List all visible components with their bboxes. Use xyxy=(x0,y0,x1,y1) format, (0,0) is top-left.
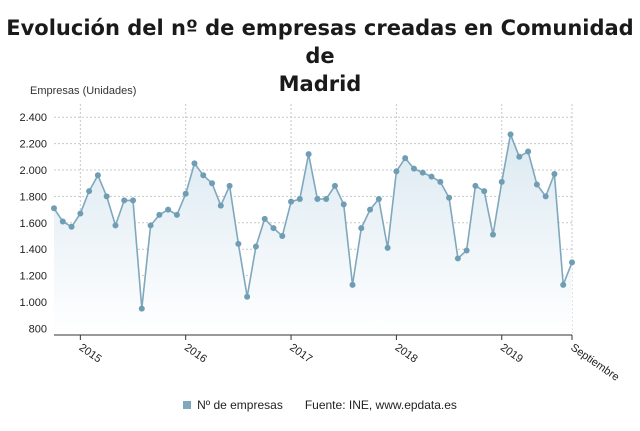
data-point xyxy=(498,178,505,185)
data-point xyxy=(393,168,400,175)
data-point xyxy=(314,196,321,203)
data-point xyxy=(367,206,374,213)
y-axis-ticks: 800 1.000 1.200 1.400 1.600 1.800 2.000 2.200 2.… xyxy=(19,112,47,335)
x-tick-label: 2018 xyxy=(393,342,420,366)
x-tick-label: 2016 xyxy=(182,342,209,366)
data-point xyxy=(446,194,453,201)
chart-title: Evolución del nº de empresas creadas en … xyxy=(0,14,640,98)
data-point xyxy=(384,244,391,251)
data-point xyxy=(375,196,382,203)
data-point xyxy=(147,222,154,229)
data-point xyxy=(279,233,286,239)
data-point xyxy=(138,305,145,312)
data-point xyxy=(51,205,57,212)
data-point xyxy=(68,223,75,230)
series-points xyxy=(51,131,575,312)
data-point xyxy=(165,206,172,213)
data-point xyxy=(516,153,523,160)
data-point xyxy=(542,193,549,200)
y-tick-label: 1.600 xyxy=(19,218,47,230)
data-point xyxy=(288,198,295,205)
data-point xyxy=(226,182,233,189)
data-point xyxy=(296,196,303,203)
y-axis-label: Empresas (Unidades) xyxy=(30,85,136,97)
data-point xyxy=(191,160,198,167)
data-point xyxy=(560,281,567,288)
chart-title-line-1: Evolución del nº de empresas creadas en … xyxy=(6,16,634,68)
data-point xyxy=(305,151,312,158)
data-point xyxy=(410,165,417,172)
data-point xyxy=(340,201,347,208)
series-line xyxy=(53,131,573,309)
data-point xyxy=(200,172,207,179)
x-tick-label: 2015 xyxy=(77,342,104,366)
data-point xyxy=(533,181,540,188)
data-point xyxy=(121,197,128,204)
data-point xyxy=(481,188,488,195)
source-text: Fuente: INE, www.epdata.es xyxy=(304,398,457,412)
data-point xyxy=(130,197,137,204)
data-point xyxy=(472,182,479,189)
data-point xyxy=(103,193,110,200)
y-tick-label: 1.000 xyxy=(19,297,47,309)
y-tick-label: 2.200 xyxy=(19,139,47,151)
data-point xyxy=(252,243,259,250)
data-point xyxy=(358,225,365,232)
data-point xyxy=(454,255,461,262)
legend-label: Nº de empresas xyxy=(197,398,283,412)
legend: Nº de empresas Fuente: INE, www.epdata.es xyxy=(0,398,640,412)
data-point xyxy=(507,131,514,138)
data-point xyxy=(323,196,330,203)
data-point xyxy=(349,281,356,288)
data-point xyxy=(402,155,409,162)
data-point xyxy=(209,180,216,187)
y-tick-label: 2.000 xyxy=(19,165,47,177)
chart-title-line-2: Madrid xyxy=(278,72,362,96)
data-point xyxy=(428,173,435,180)
y-tick-label: 800 xyxy=(29,323,47,335)
x-tick-label: 2017 xyxy=(287,342,314,366)
data-point xyxy=(244,293,251,300)
data-point xyxy=(525,148,532,155)
series-area-fill xyxy=(54,134,572,335)
data-point xyxy=(59,218,66,225)
data-point xyxy=(437,178,444,185)
data-point xyxy=(77,210,84,217)
data-point xyxy=(173,211,180,218)
data-point xyxy=(569,259,575,266)
y-tick-label: 2.400 xyxy=(19,112,47,124)
data-point xyxy=(419,169,426,176)
legend-swatch xyxy=(183,401,192,409)
data-point xyxy=(94,172,101,179)
data-point xyxy=(182,190,189,197)
data-point xyxy=(217,202,224,209)
data-point xyxy=(156,211,163,218)
data-point xyxy=(463,247,470,254)
y-tick-label: 1.800 xyxy=(19,191,47,203)
data-point xyxy=(261,215,268,222)
x-tick-label: 2019 xyxy=(498,342,525,366)
data-point xyxy=(270,225,277,232)
data-point xyxy=(551,170,558,177)
y-tick-label: 1.400 xyxy=(19,244,47,256)
x-axis-ticks: 2015 2016 2017 2018 2019 Septiembre xyxy=(77,335,621,384)
data-point xyxy=(112,222,119,229)
data-point xyxy=(331,182,338,189)
data-point xyxy=(235,240,242,247)
x-tick-label: Septiembre xyxy=(568,342,621,384)
y-tick-label: 1.200 xyxy=(19,271,47,283)
data-point xyxy=(489,231,496,238)
chart-area: Empresas (Unidades) 800 1.000 1.200 1.400 1.… xyxy=(19,85,621,384)
data-point xyxy=(86,188,93,195)
